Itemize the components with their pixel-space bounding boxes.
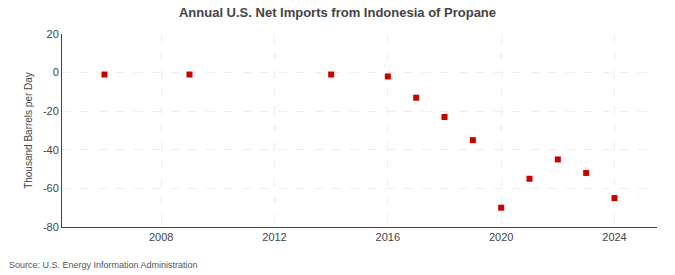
svg-text:-40: -40 [43, 144, 59, 156]
svg-text:-80: -80 [43, 221, 59, 233]
svg-text:Annual U.S. Net Imports from I: Annual U.S. Net Imports from Indonesia o… [179, 5, 496, 20]
svg-text:-60: -60 [43, 182, 59, 194]
svg-text:-20: -20 [43, 105, 59, 117]
svg-text:Source: U.S. Energy Informatio: Source: U.S. Energy Information Administ… [9, 260, 198, 270]
svg-text:0: 0 [53, 66, 59, 78]
svg-text:2008: 2008 [149, 231, 173, 243]
svg-text:2024: 2024 [602, 231, 626, 243]
svg-text:20: 20 [47, 28, 59, 40]
svg-text:2016: 2016 [376, 231, 400, 243]
svg-text:Thousand Barrels per Day: Thousand Barrels per Day [23, 72, 34, 189]
svg-text:2012: 2012 [262, 231, 286, 243]
svg-text:2020: 2020 [489, 231, 513, 243]
